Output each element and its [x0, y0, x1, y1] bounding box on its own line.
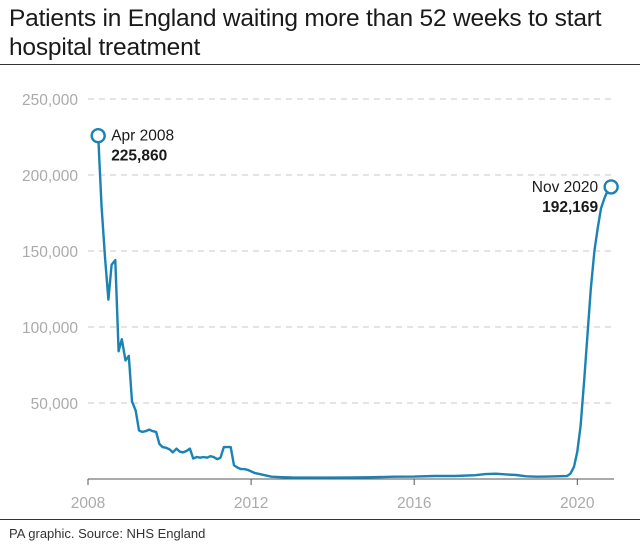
- x-tick-label: 2016: [397, 495, 431, 512]
- axes: 50,000 100,000 150,000 200,000 250,000 2008 20…: [22, 92, 614, 512]
- y-tick-label: 200,000: [22, 168, 78, 185]
- header-rule: [0, 64, 640, 65]
- endpoint-marker: [603, 179, 619, 195]
- annotation-date-label: Nov 2020: [532, 179, 599, 196]
- source-note: PA graphic. Source: NHS England: [9, 526, 206, 541]
- footer-rule: [0, 519, 640, 520]
- annotation-date-label: Apr 2008: [111, 128, 174, 145]
- data-series: [96, 134, 613, 479]
- y-tick-label: 50,000: [31, 396, 79, 413]
- y-tick-label: 150,000: [22, 244, 78, 261]
- y-tick-label: 100,000: [22, 320, 78, 337]
- chart-title: Patients in England waiting more than 52…: [9, 5, 602, 61]
- endpoint-marker: [90, 127, 106, 144]
- x-tick-label: 2008: [71, 495, 105, 512]
- x-tick-label: 2012: [234, 495, 268, 512]
- annotation-value-label: 225,860: [111, 148, 167, 165]
- y-tick-label: 250,000: [22, 92, 78, 109]
- annotation-value-label: 192,169: [542, 199, 598, 216]
- annotations: Apr 2008 225,860 Nov 2020 192,169: [90, 127, 619, 216]
- series-line: [96, 134, 613, 479]
- x-tick-label: 2020: [560, 495, 595, 512]
